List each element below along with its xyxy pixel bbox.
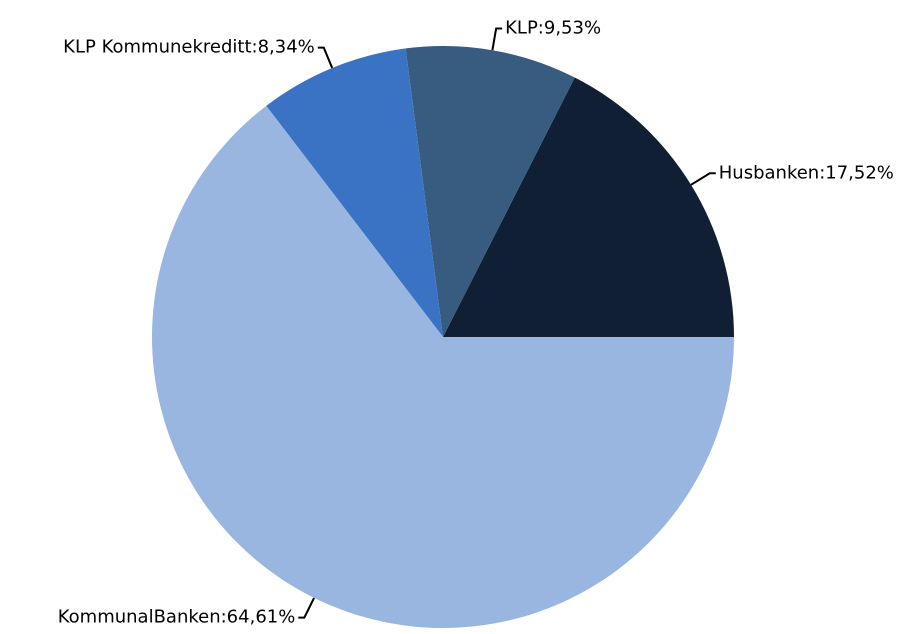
slice-label: Husbanken:17,52% bbox=[719, 162, 894, 183]
leader-line bbox=[317, 46, 334, 69]
slice-label: KLP Kommunekreditt:8,34% bbox=[63, 37, 315, 58]
pie-slice bbox=[266, 48, 443, 338]
pie-slice bbox=[405, 45, 575, 337]
leader-line bbox=[690, 172, 716, 186]
slice-label: KLP:9,53% bbox=[505, 18, 601, 39]
pie-slice bbox=[443, 77, 734, 337]
leader-line bbox=[298, 597, 315, 619]
pie-slice bbox=[151, 105, 734, 629]
slice-label: KommunalBanken:64,61% bbox=[58, 607, 296, 628]
leader-line bbox=[491, 27, 503, 51]
